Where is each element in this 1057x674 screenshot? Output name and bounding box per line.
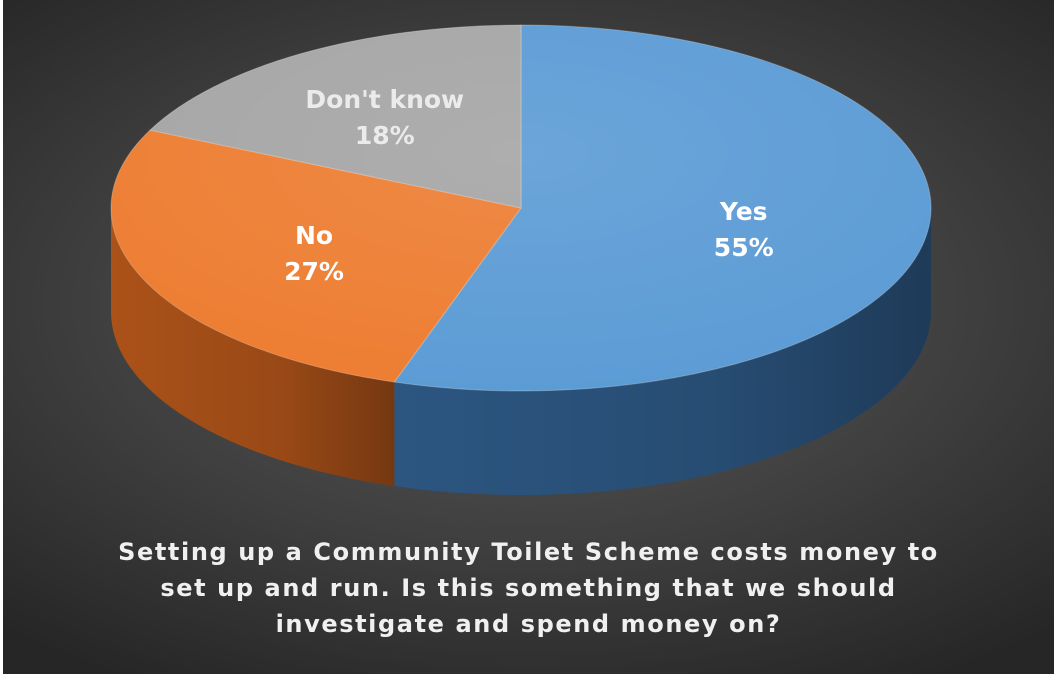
chart-title: Setting up a Community Toilet Scheme cos…	[118, 538, 939, 638]
slice-value-yes: 55%	[714, 233, 774, 262]
pie-sides	[111, 208, 931, 495]
slice-value-don-t-know: 18%	[355, 121, 415, 150]
pie-side-shade	[394, 208, 931, 495]
pie-side-shade	[111, 208, 395, 487]
slice-label-don-t-know: Don't know	[305, 85, 464, 114]
slice-label-yes: Yes	[719, 197, 768, 226]
slice-value-no: 27%	[284, 257, 344, 286]
pie-tops	[110, 24, 932, 392]
slice-label-no: No	[295, 221, 333, 250]
pie-top-shine	[111, 25, 931, 391]
pie-chart: Yes 55% No 27% Don't know 18%	[110, 24, 932, 495]
chart-frame: Yes 55% No 27% Don't know 18% Setting up a Co…	[3, 0, 1054, 674]
pie-labels: Yes 55% No 27% Don't know 18%	[284, 85, 774, 286]
